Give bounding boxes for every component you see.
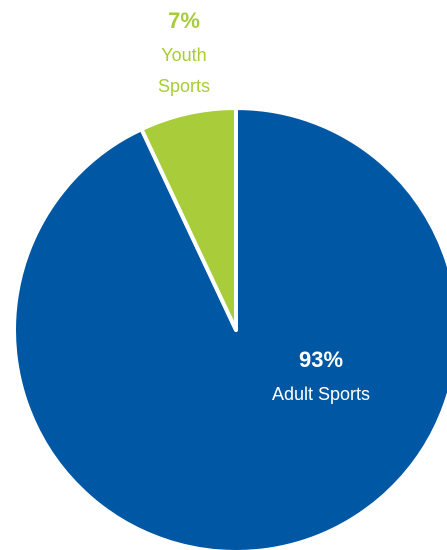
youth-sports-category-label-line-1: Youth bbox=[161, 45, 206, 65]
pie-slice-adult-sports bbox=[12, 106, 447, 550]
adult-sports-value-label: 93% bbox=[299, 347, 343, 372]
youth-sports-category-label-line-2: Sports bbox=[158, 76, 210, 96]
youth-sports-value-label: 7% bbox=[168, 8, 200, 33]
pie-slices bbox=[12, 106, 447, 550]
adult-sports-category-label: Adult Sports bbox=[272, 384, 370, 404]
pie-slice-youth-sports bbox=[139, 106, 238, 332]
